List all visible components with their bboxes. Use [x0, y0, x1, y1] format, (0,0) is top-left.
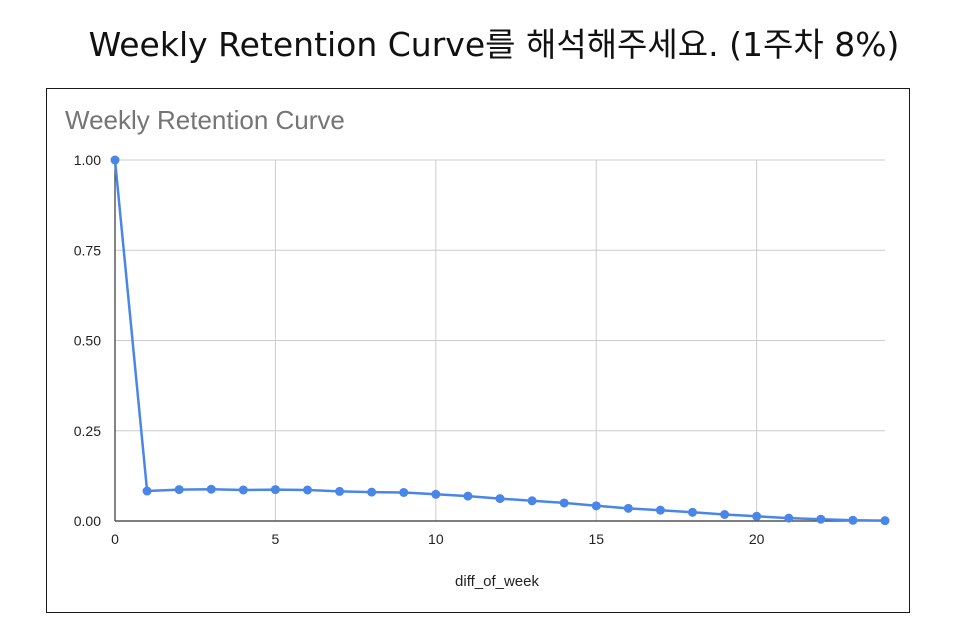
y-tick-label: 0.25: [74, 423, 101, 439]
x-tick-label: 20: [749, 531, 765, 547]
grid-lines: [114, 159, 885, 522]
data-point: [335, 486, 345, 496]
data-point: [527, 496, 537, 506]
data-point: [463, 491, 473, 501]
x-tick-label: 5: [272, 531, 280, 547]
data-point: [752, 511, 762, 521]
data-point: [270, 485, 280, 495]
retention-line-chart: Weekly Retention Curve 0.00 0.25 0.50 0.75 1…: [65, 105, 890, 590]
chart-title: Weekly Retention Curve: [65, 105, 345, 135]
data-point: [367, 487, 377, 497]
data-point: [142, 486, 152, 496]
x-tick-label: 10: [428, 531, 444, 547]
data-point: [720, 510, 730, 520]
data-point: [688, 507, 697, 517]
series-layer: [110, 155, 890, 526]
y-tick-label: 0.50: [74, 333, 101, 349]
x-tick-label: 15: [588, 531, 604, 547]
data-point: [303, 485, 312, 495]
data-point: [238, 485, 248, 495]
x-tick-label: 0: [111, 531, 119, 547]
data-point: [816, 514, 826, 524]
data-point: [495, 494, 505, 504]
chart-frame: Weekly Retention Curve 0.00 0.25 0.50 0.75 1…: [46, 88, 910, 613]
y-tick-label: 1.00: [74, 152, 101, 168]
data-point: [655, 505, 665, 515]
data-point: [174, 485, 184, 495]
data-point: [559, 498, 569, 508]
page-heading: Weekly Retention Curve를 해석해주세요. (1주차 8%): [88, 25, 900, 64]
y-tick-label: 0.75: [74, 242, 101, 258]
tick-labels: 0.00 0.25 0.50 0.75 1.00 0 5 10 15 20: [74, 152, 765, 547]
data-point: [591, 501, 601, 511]
data-point: [623, 503, 633, 513]
data-point: [110, 155, 120, 165]
data-point: [880, 516, 890, 526]
data-point: [784, 513, 794, 523]
y-tick-label: 0.00: [74, 513, 101, 529]
data-point: [206, 484, 216, 494]
x-axis-label: diff_of_week: [455, 573, 539, 590]
data-point: [848, 515, 858, 525]
data-point: [431, 489, 441, 499]
data-point: [399, 487, 409, 497]
